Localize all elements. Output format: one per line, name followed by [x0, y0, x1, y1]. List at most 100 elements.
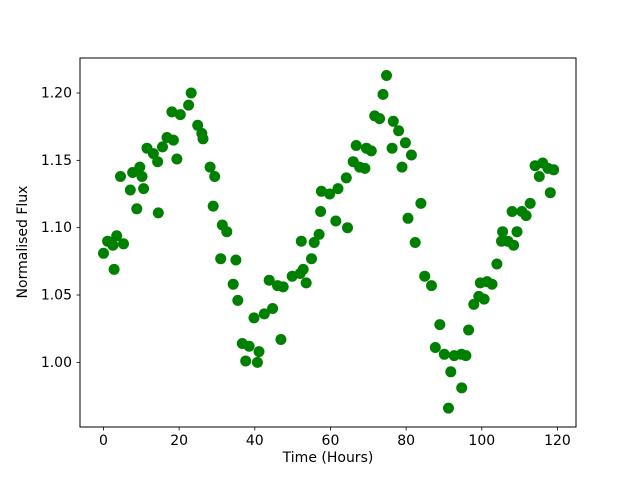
data-point: [520, 210, 532, 222]
data-point: [221, 226, 233, 238]
data-point: [402, 212, 414, 224]
data-point: [136, 171, 148, 182]
data-point: [419, 270, 431, 282]
data-point: [533, 171, 545, 182]
data-point: [332, 183, 344, 195]
data-point: [277, 281, 289, 293]
x-tick-label: 120: [544, 433, 571, 449]
data-point: [240, 355, 252, 367]
data-point: [297, 263, 309, 275]
data-point: [98, 247, 109, 259]
data-points: [98, 70, 560, 414]
data-point: [243, 340, 255, 352]
data-point: [157, 141, 168, 153]
x-axis-label: Time (Hours): [282, 450, 374, 466]
data-point: [387, 115, 399, 127]
data-point: [152, 207, 164, 219]
y-tick-label: 1.10: [41, 220, 72, 236]
data-point: [152, 156, 164, 168]
data-point: [359, 162, 371, 174]
x-axis: 0 20 40 60 80 100 120: [99, 427, 571, 449]
data-point: [185, 87, 197, 99]
data-point: [115, 171, 126, 182]
data-point: [118, 238, 129, 250]
data-point: [342, 222, 353, 234]
data-point: [263, 274, 275, 286]
data-point: [460, 350, 472, 362]
data-point: [434, 319, 446, 331]
x-tick-label: 0: [99, 433, 108, 449]
data-point: [374, 113, 386, 125]
data-point: [399, 137, 411, 149]
data-point: [134, 161, 146, 173]
data-point: [207, 200, 219, 212]
x-tick-label: 60: [322, 433, 340, 449]
data-point: [192, 119, 204, 131]
data-point: [524, 197, 536, 209]
x-tick-label: 80: [397, 433, 415, 449]
data-point: [386, 142, 398, 154]
data-point: [230, 254, 242, 266]
data-point: [167, 134, 179, 146]
data-point: [131, 203, 143, 215]
data-point: [506, 206, 518, 217]
data-point: [544, 187, 556, 199]
data-point: [227, 278, 239, 290]
data-point: [267, 303, 279, 314]
data-point: [491, 258, 503, 270]
data-point: [315, 206, 327, 217]
data-point: [365, 145, 377, 157]
y-tick-label: 1.20: [41, 86, 72, 102]
data-point: [306, 253, 317, 265]
data-point: [445, 366, 457, 378]
data-point: [340, 172, 352, 184]
data-point: [108, 263, 120, 275]
data-point: [295, 235, 307, 247]
data-point: [251, 356, 263, 368]
plot-area: [79, 57, 577, 428]
data-point: [209, 171, 221, 182]
data-point: [204, 161, 216, 173]
data-point: [443, 402, 454, 414]
data-point: [232, 294, 244, 306]
data-point: [147, 148, 159, 160]
data-point: [429, 342, 441, 353]
x-tick-label: 40: [246, 433, 264, 449]
data-point: [463, 324, 475, 336]
data-point: [405, 149, 417, 161]
data-point: [275, 334, 287, 345]
x-tick-label: 100: [468, 433, 495, 449]
data-point: [166, 106, 178, 118]
data-point: [548, 164, 560, 176]
data-point: [107, 239, 119, 251]
data-point: [350, 140, 362, 151]
data-point: [330, 215, 342, 227]
data-point: [215, 253, 227, 265]
data-point: [511, 226, 523, 238]
y-axis: 1.00 1.05 1.10 1.15 1.20: [41, 86, 80, 371]
data-point: [497, 226, 509, 238]
data-point: [258, 308, 270, 320]
data-point: [409, 237, 421, 248]
data-point: [377, 88, 389, 100]
y-axis-label: Normalised Flux: [15, 186, 31, 299]
y-tick-label: 1.05: [41, 288, 72, 304]
data-point: [248, 312, 260, 324]
y-tick-label: 1.00: [41, 355, 72, 371]
data-point: [124, 184, 136, 196]
data-point: [324, 188, 336, 200]
data-point: [300, 277, 312, 289]
data-point: [396, 161, 408, 173]
data-point: [478, 293, 490, 305]
data-point: [381, 70, 392, 81]
x-tick-label: 20: [170, 433, 188, 449]
data-point: [313, 228, 325, 240]
data-point: [393, 125, 405, 137]
data-point: [486, 278, 498, 290]
data-point: [183, 99, 195, 111]
data-point: [508, 239, 520, 251]
data-point: [456, 382, 468, 394]
data-point: [138, 183, 150, 195]
